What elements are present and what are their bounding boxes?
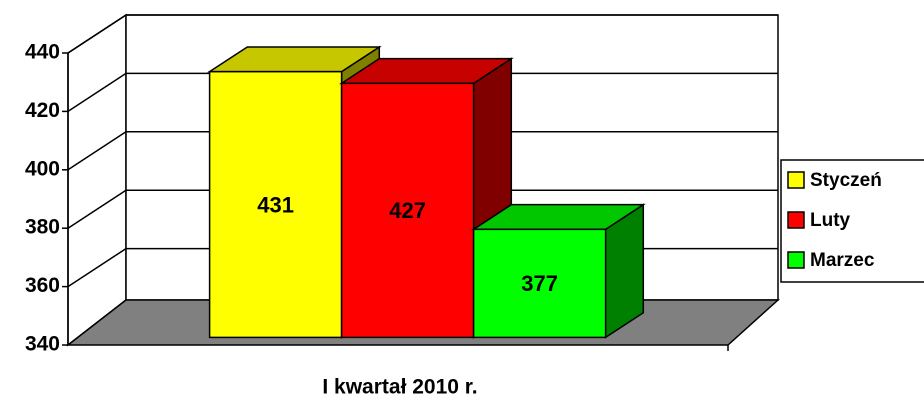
y-tick-label: 380 <box>25 216 60 239</box>
bar <box>340 82 475 339</box>
y-tick-label: 420 <box>25 99 60 122</box>
grid-line <box>67 72 127 113</box>
legend-label: Marzec <box>810 250 875 271</box>
legend-label: Styczeń <box>810 170 882 191</box>
legend <box>780 159 924 283</box>
legend-swatch <box>787 171 805 189</box>
y-tick-label: 340 <box>25 333 60 356</box>
legend-swatch <box>787 251 805 269</box>
x-tick-label: I kwartał 2010 r. <box>322 376 477 399</box>
grid-line <box>67 131 127 171</box>
data-label: 427 <box>389 198 426 223</box>
y-tick-label: 440 <box>25 41 60 64</box>
y-tick-label: 400 <box>25 157 60 180</box>
grid-line <box>67 189 127 229</box>
grid-line <box>67 14 127 54</box>
bar <box>208 70 343 339</box>
data-label: 431 <box>257 192 294 217</box>
legend-entries: Styczeń Luty Marzec <box>787 170 882 271</box>
bar <box>472 228 607 339</box>
legend-label: Luty <box>810 210 851 231</box>
data-label: 377 <box>521 271 558 296</box>
y-tick-label: 360 <box>25 274 60 297</box>
grid-line <box>67 247 127 288</box>
bars: 431 427 377 <box>207 45 646 339</box>
left-wall <box>67 13 127 347</box>
legend-swatch <box>787 211 805 229</box>
